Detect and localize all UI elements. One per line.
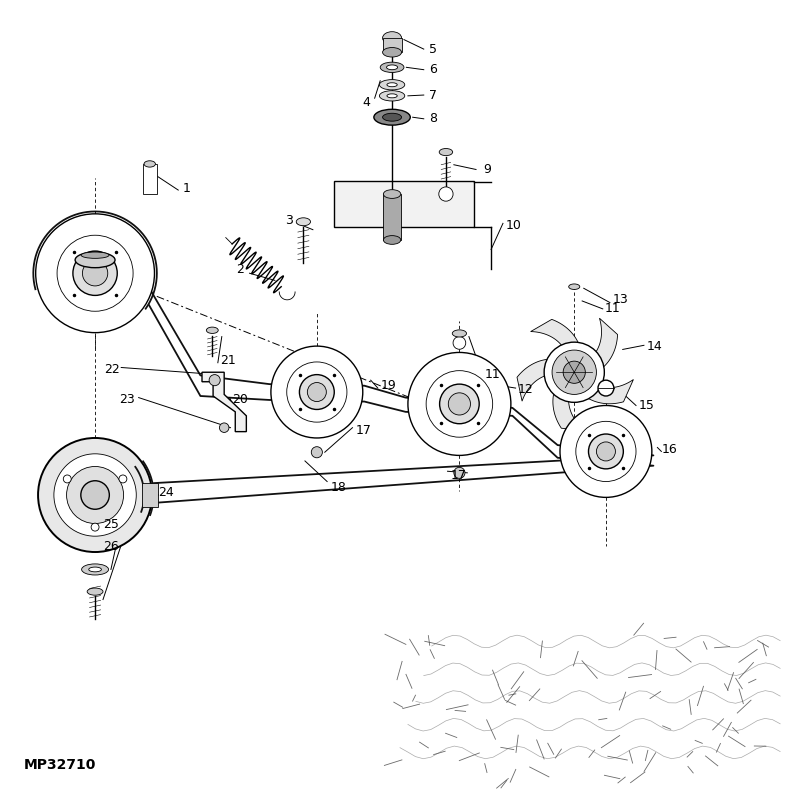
Ellipse shape xyxy=(382,48,402,57)
Circle shape xyxy=(448,393,470,415)
Circle shape xyxy=(307,383,326,402)
Ellipse shape xyxy=(82,564,109,575)
Text: 10: 10 xyxy=(506,219,522,232)
Circle shape xyxy=(57,235,133,311)
Text: 25: 25 xyxy=(103,518,119,531)
Text: 14: 14 xyxy=(647,341,663,353)
Text: 7: 7 xyxy=(430,89,438,101)
Text: 15: 15 xyxy=(639,399,655,412)
Circle shape xyxy=(597,442,615,461)
Circle shape xyxy=(576,421,636,482)
Text: 9: 9 xyxy=(483,163,491,176)
Text: 23: 23 xyxy=(119,394,134,406)
Circle shape xyxy=(439,384,479,424)
Ellipse shape xyxy=(296,218,310,226)
Circle shape xyxy=(63,475,71,483)
Circle shape xyxy=(38,438,152,552)
Text: 20: 20 xyxy=(232,393,248,406)
Ellipse shape xyxy=(452,329,466,337)
Ellipse shape xyxy=(383,190,401,199)
Ellipse shape xyxy=(387,94,398,98)
Bar xyxy=(382,38,402,52)
Circle shape xyxy=(271,346,362,438)
Text: 24: 24 xyxy=(158,486,174,499)
Text: 19: 19 xyxy=(380,379,396,392)
Polygon shape xyxy=(553,391,586,431)
Ellipse shape xyxy=(379,80,405,90)
Circle shape xyxy=(73,251,118,295)
Text: MP32710: MP32710 xyxy=(24,758,96,772)
Circle shape xyxy=(66,466,123,524)
Circle shape xyxy=(36,214,154,333)
Text: 11: 11 xyxy=(485,368,501,381)
Text: 11: 11 xyxy=(604,303,620,315)
Circle shape xyxy=(552,350,597,394)
Polygon shape xyxy=(596,318,618,369)
Polygon shape xyxy=(517,359,550,401)
Ellipse shape xyxy=(89,567,102,572)
Circle shape xyxy=(286,362,347,422)
Circle shape xyxy=(408,352,511,455)
Text: 1: 1 xyxy=(182,182,190,195)
Bar xyxy=(142,164,157,194)
Circle shape xyxy=(54,454,136,536)
Text: 4: 4 xyxy=(362,97,370,109)
Text: 22: 22 xyxy=(104,363,119,375)
Circle shape xyxy=(544,342,604,402)
Text: 13: 13 xyxy=(612,293,628,306)
Circle shape xyxy=(589,434,623,469)
Circle shape xyxy=(219,423,229,432)
Circle shape xyxy=(119,475,127,483)
Text: 26: 26 xyxy=(103,540,118,553)
Text: 18: 18 xyxy=(330,481,346,493)
Ellipse shape xyxy=(206,327,218,333)
Circle shape xyxy=(439,187,453,201)
Ellipse shape xyxy=(382,32,402,44)
Circle shape xyxy=(454,467,465,478)
Ellipse shape xyxy=(383,236,401,245)
Circle shape xyxy=(82,261,108,286)
Ellipse shape xyxy=(569,284,580,290)
Bar xyxy=(142,483,158,507)
Text: 17: 17 xyxy=(450,469,466,482)
Text: 2: 2 xyxy=(236,263,244,276)
Ellipse shape xyxy=(81,252,109,258)
Ellipse shape xyxy=(144,161,155,167)
Text: 16: 16 xyxy=(662,444,677,456)
Circle shape xyxy=(81,481,110,509)
Text: 5: 5 xyxy=(430,43,438,55)
Circle shape xyxy=(209,375,220,386)
Circle shape xyxy=(598,380,614,396)
Circle shape xyxy=(299,375,334,409)
Polygon shape xyxy=(202,372,246,432)
Ellipse shape xyxy=(380,62,404,73)
Text: 21: 21 xyxy=(220,354,236,367)
Ellipse shape xyxy=(75,252,115,268)
Text: 8: 8 xyxy=(430,112,438,125)
Ellipse shape xyxy=(87,588,103,596)
Text: 3: 3 xyxy=(285,214,293,227)
Text: 17: 17 xyxy=(356,425,371,437)
Ellipse shape xyxy=(382,113,402,121)
Polygon shape xyxy=(586,379,634,404)
Ellipse shape xyxy=(387,83,398,87)
Circle shape xyxy=(560,406,652,497)
Circle shape xyxy=(426,371,493,437)
Circle shape xyxy=(453,337,466,349)
Ellipse shape xyxy=(439,148,453,155)
Text: 6: 6 xyxy=(430,63,438,76)
Ellipse shape xyxy=(374,109,410,125)
Circle shape xyxy=(91,524,99,531)
Bar xyxy=(383,194,401,240)
Text: 12: 12 xyxy=(518,383,534,396)
Circle shape xyxy=(563,361,586,383)
Circle shape xyxy=(311,447,322,458)
Ellipse shape xyxy=(386,65,398,70)
FancyBboxPatch shape xyxy=(334,181,474,227)
Polygon shape xyxy=(530,319,579,345)
Ellipse shape xyxy=(379,91,405,101)
